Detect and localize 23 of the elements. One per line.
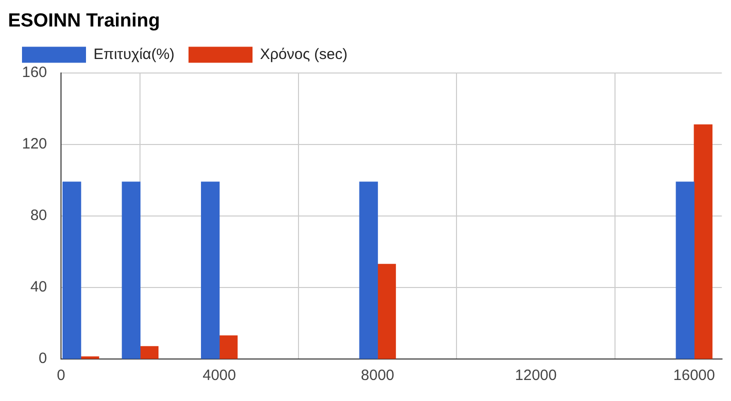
x-tick-label: 4000: [202, 367, 236, 384]
bar: [377, 264, 396, 359]
bar: [122, 182, 140, 359]
y-tick-label: 80: [30, 207, 48, 224]
bar: [62, 182, 82, 359]
bar: [676, 182, 694, 359]
y-tick-label: 160: [22, 64, 48, 81]
bar: [80, 356, 100, 359]
legend-label: Χρόνος (sec): [260, 46, 348, 63]
bar: [140, 346, 158, 359]
x-tick-label: 12000: [515, 367, 557, 384]
y-tick-label: 40: [30, 278, 48, 296]
bar: [694, 124, 712, 359]
chart-title: ESOINN Training: [8, 10, 160, 32]
bar: [218, 335, 238, 359]
bar: [359, 182, 378, 359]
legend-label: Επιτυχία(%): [94, 46, 175, 63]
y-tick-label: 0: [38, 350, 48, 368]
x-tick-label: 16000: [673, 367, 716, 384]
x-tick-label: 0: [56, 367, 66, 384]
bar: [200, 182, 220, 359]
y-tick-label: 120: [22, 135, 48, 152]
x-tick-label: 8000: [360, 367, 394, 384]
